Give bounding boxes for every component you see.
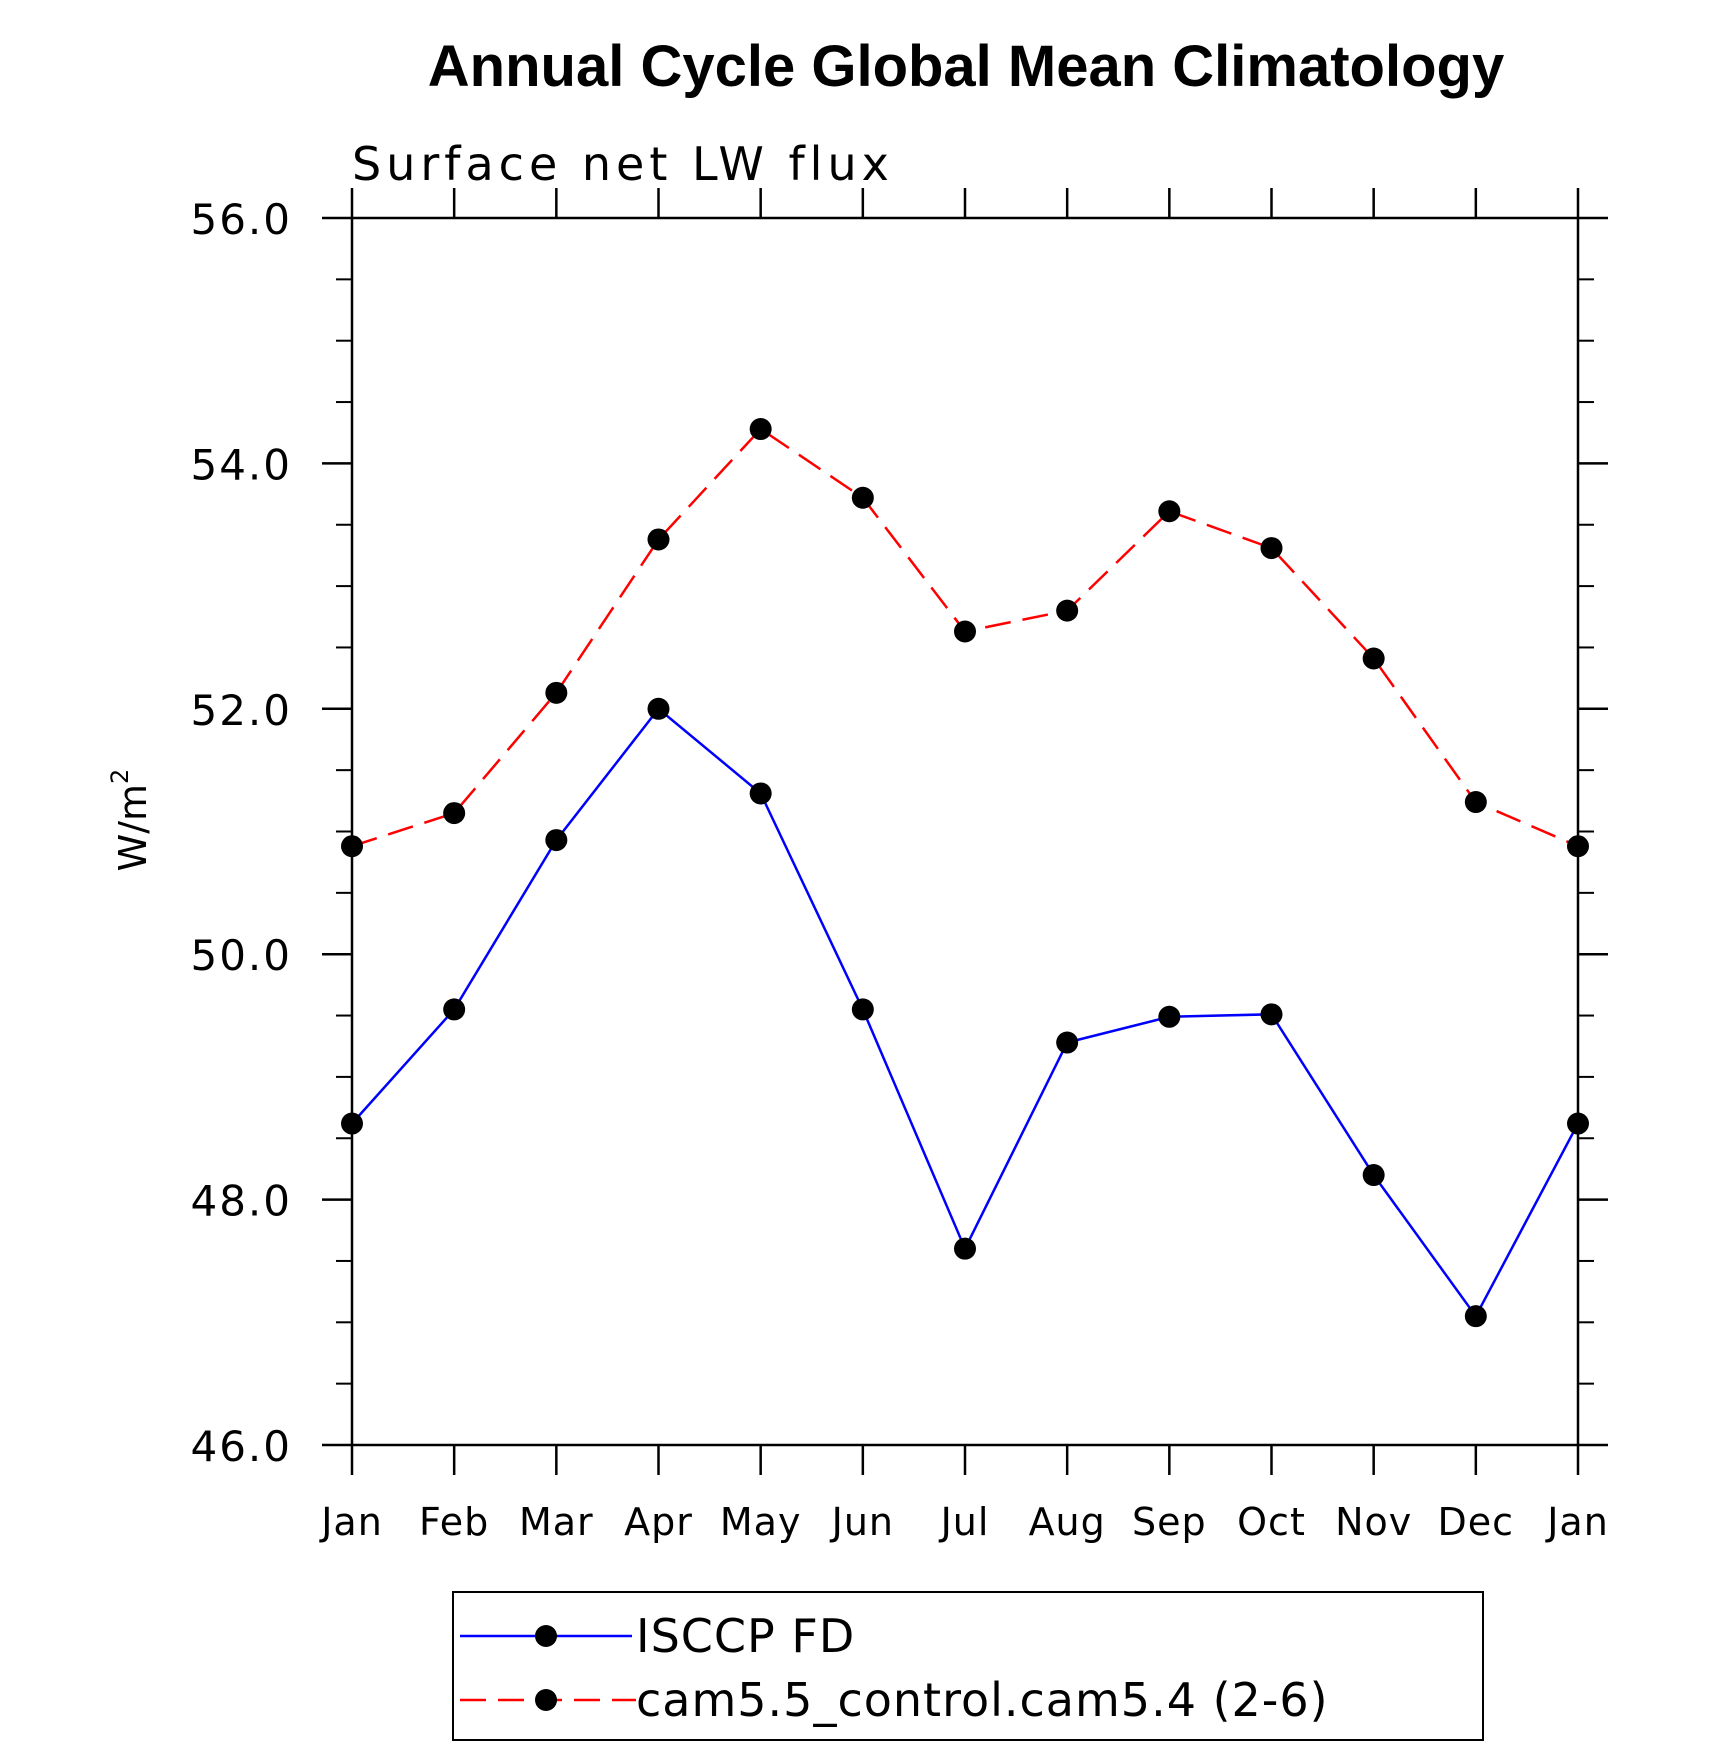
- x-tick-label: Feb: [419, 1500, 489, 1544]
- chart-subtitle: Surface net LW flux: [352, 137, 894, 191]
- series-0-point: [443, 998, 466, 1021]
- series-0-point: [1260, 1003, 1283, 1026]
- y-tick-label: 48.0: [190, 1177, 292, 1226]
- series-1-point: [954, 620, 976, 643]
- series-1-point: [1056, 599, 1079, 622]
- x-tick-label: Mar: [519, 1500, 594, 1544]
- series-0-point: [545, 829, 568, 852]
- series-layer: [341, 418, 1589, 1328]
- legend-label-isccp: ISCCP FD: [636, 1609, 855, 1663]
- series-1-point: [1362, 647, 1385, 670]
- series-0-point: [1362, 1164, 1385, 1187]
- series-0-point: [647, 697, 670, 720]
- series-0-point: [1567, 1112, 1589, 1135]
- series-0-point: [1056, 1031, 1079, 1054]
- y-tick-label: 56.0: [190, 195, 292, 244]
- x-tick-label: Aug: [1029, 1500, 1106, 1544]
- x-tick-label: Oct: [1237, 1500, 1306, 1544]
- legend-marker-cam: [535, 1689, 557, 1711]
- legend: ISCCP FD cam5.5_control.cam5.4 (2-6): [452, 1591, 1484, 1741]
- x-tick-label: Jan: [1545, 1500, 1609, 1544]
- series-1-point: [341, 835, 363, 858]
- x-tick-label: May: [720, 1500, 802, 1544]
- series-0-point: [1464, 1305, 1487, 1328]
- plot-axes: Jan Feb Mar Apr May Jun Jul Aug Sep Oct Nov Dec Jan 4…: [190, 188, 1608, 1544]
- x-tick-label: Sep: [1132, 1500, 1207, 1544]
- legend-box: [452, 1591, 1484, 1741]
- y-axis-label: W/m2: [106, 769, 155, 872]
- y-tick-label: 52.0: [190, 686, 292, 735]
- x-tick-label: Jun: [830, 1500, 894, 1544]
- series-line-0: [351, 707, 1580, 1319]
- y-tick-label: 54.0: [190, 440, 292, 489]
- y-axis-label-superscript: 2: [106, 769, 134, 784]
- x-tick-label: Jan: [319, 1500, 383, 1544]
- series-1-point: [1158, 500, 1181, 523]
- series-0-point: [1158, 1005, 1181, 1028]
- x-tick-label: Jul: [939, 1500, 990, 1544]
- series-1-point: [1464, 791, 1487, 814]
- series-1-point: [1260, 537, 1283, 560]
- x-tick-label: Apr: [624, 1500, 693, 1544]
- x-tick-label: Dec: [1438, 1500, 1515, 1544]
- series-0-point: [851, 998, 874, 1021]
- x-tick-label: Nov: [1335, 1500, 1412, 1544]
- legend-label-cam: cam5.5_control.cam5.4 (2-6): [636, 1673, 1329, 1727]
- series-0-point: [954, 1237, 976, 1260]
- series-1-point: [647, 528, 670, 551]
- svg-text:W/m2: W/m2: [106, 769, 155, 872]
- series-1-point: [545, 681, 568, 704]
- y-tick-label: 46.0: [190, 1422, 292, 1471]
- series-0-point: [749, 782, 772, 805]
- series-1-point: [1567, 835, 1589, 858]
- legend-marker-isccp: [535, 1625, 557, 1647]
- y-tick-label: 50.0: [190, 931, 292, 980]
- series-1-point: [443, 802, 466, 825]
- plot-frame: [350, 216, 1580, 1447]
- series-0-point: [341, 1112, 363, 1135]
- y-axis-label-main: W/m: [111, 784, 155, 871]
- chart-title: Annual Cycle Global Mean Climatology: [428, 34, 1504, 99]
- series-1-point: [851, 486, 874, 509]
- series-1-point: [749, 418, 772, 441]
